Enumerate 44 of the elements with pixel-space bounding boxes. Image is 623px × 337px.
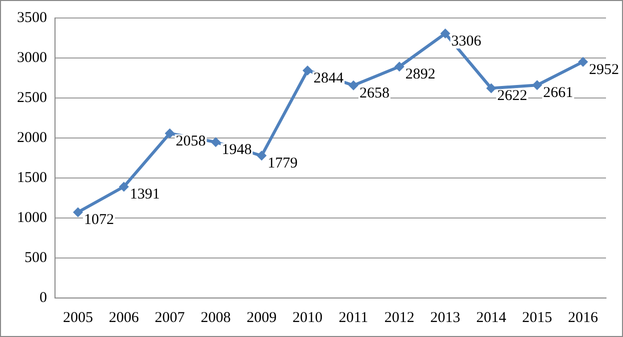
y-tick-label: 2000	[17, 130, 47, 146]
data-label: 2658	[359, 85, 390, 102]
x-tick-label: 2015	[522, 310, 552, 326]
data-label: 1948	[222, 142, 252, 158]
x-tick-label: 2006	[108, 310, 140, 326]
x-tick-label: 2009	[246, 310, 277, 326]
data-label: 2844	[314, 70, 344, 86]
point	[302, 65, 313, 76]
y-tick-label: 3000	[17, 50, 47, 66]
data-label: 2661	[543, 85, 574, 102]
data-label: 1779	[268, 156, 298, 172]
x-tick-label: 2008	[200, 310, 231, 326]
data-label: 3306	[451, 33, 482, 50]
point	[164, 128, 175, 138]
data-label: 2952	[589, 62, 620, 78]
point	[256, 150, 267, 161]
data-label: 1391	[130, 186, 160, 203]
point	[578, 56, 588, 67]
y-tick-label: 1000	[17, 210, 47, 226]
x-tick-label: 2011	[338, 310, 368, 326]
x-tick-label: 2005	[62, 310, 93, 326]
point	[210, 137, 221, 148]
point	[72, 207, 83, 218]
point	[118, 182, 129, 192]
x-tick-label: 2014	[476, 310, 507, 326]
point	[348, 80, 358, 90]
data-label: 2892	[405, 66, 436, 83]
point	[532, 80, 542, 90]
x-tick-label: 2013	[430, 310, 460, 326]
point	[394, 62, 404, 72]
x-tick-label: 2010	[292, 310, 323, 326]
data-label: 1072	[84, 212, 114, 228]
y-tick-label: 3500	[17, 10, 47, 26]
y-tick-label: 2500	[17, 90, 47, 106]
y-tick-label: 0	[40, 290, 47, 306]
x-tick-label: 2007	[154, 310, 186, 326]
data-label: 2058	[176, 133, 206, 150]
data-label: 2622	[497, 88, 528, 104]
y-tick-label: 500	[24, 250, 47, 266]
x-tick-label: 2016	[568, 310, 599, 326]
y-tick-label: 1500	[17, 170, 47, 186]
x-tick-label: 2012	[384, 310, 414, 326]
point	[440, 28, 450, 39]
point	[486, 83, 496, 94]
